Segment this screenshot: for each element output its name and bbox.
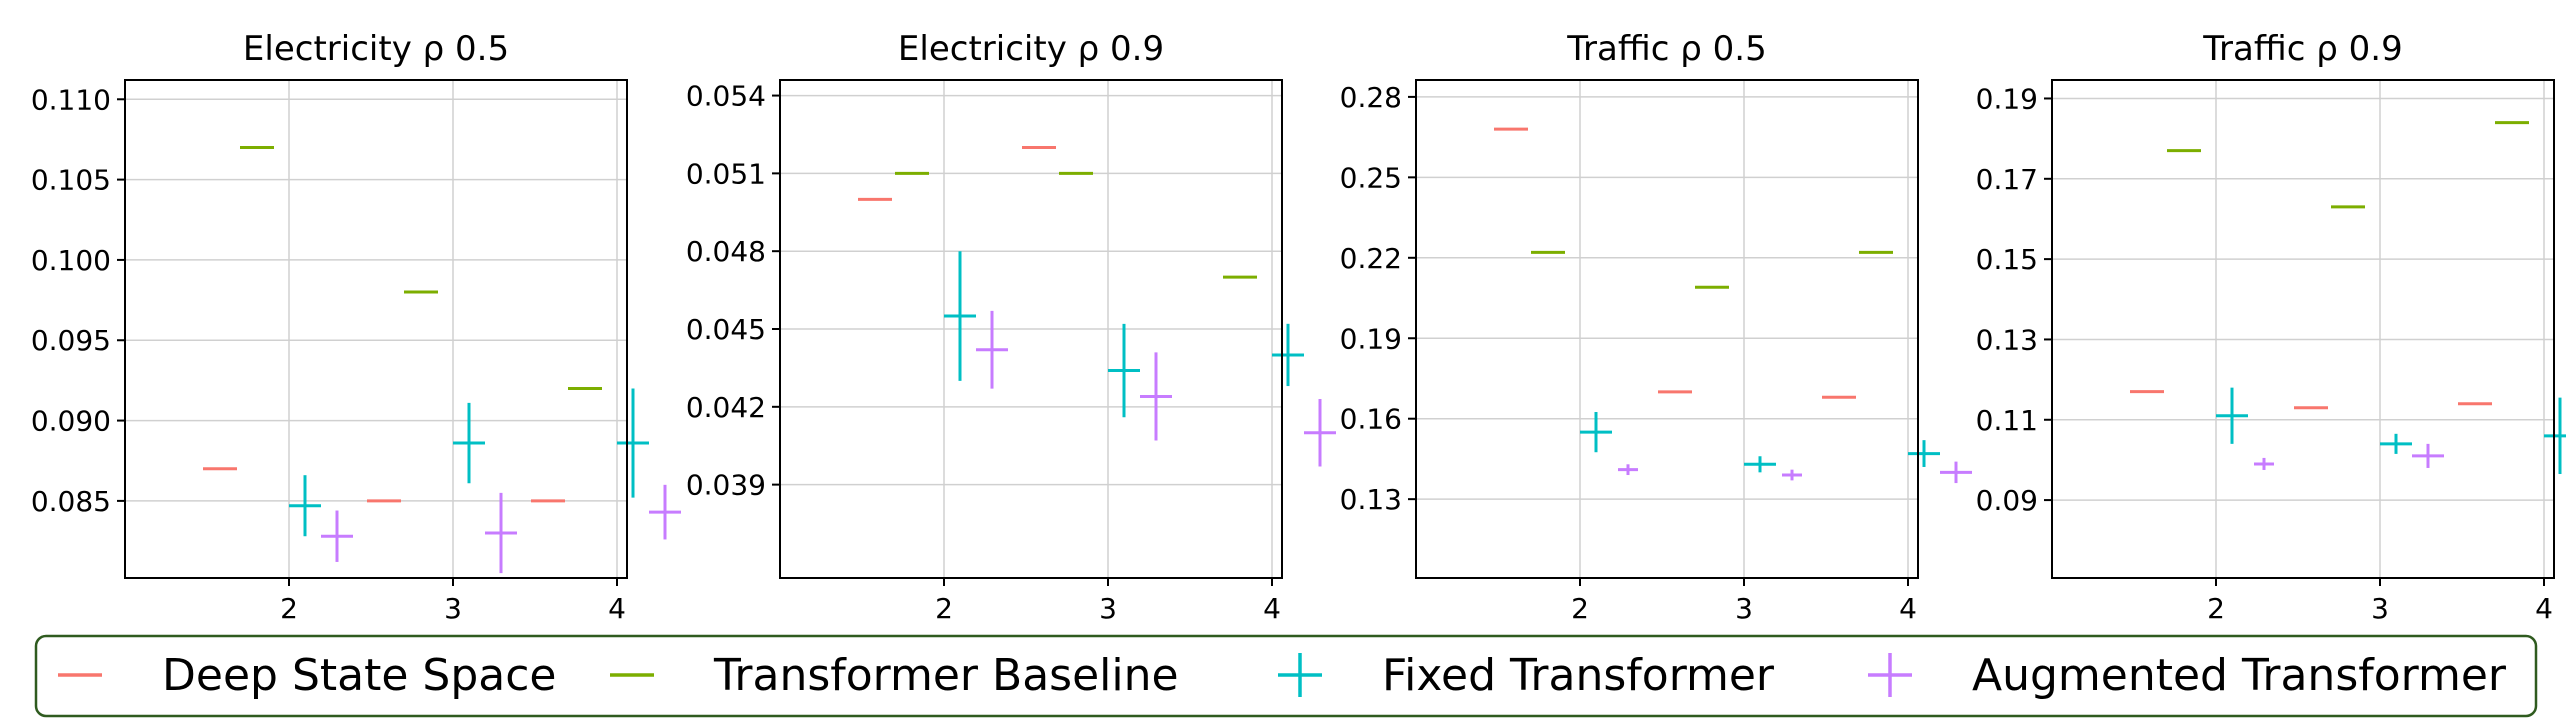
legend: Deep State Space Transformer Baseline Fixe… — [34, 634, 2538, 718]
y-tick-label: 0.054 — [686, 80, 766, 113]
legend-item-augmented-transformer: Augmented Transformer — [1868, 650, 2507, 701]
panel-title: Electricity ρ 0.5 — [243, 29, 509, 69]
point-fixed-transformer-4 — [2544, 397, 2566, 474]
point-augmented-transformer-4 — [1304, 399, 1336, 467]
legend-item-transformer-baseline: Transformer Baseline — [610, 650, 1179, 701]
point-augmented-transformer-4 — [1940, 461, 1972, 484]
panel-electricity-0-5: 0.085 0.090 0.095 0.100 0.105 0.110 2 3 4 Electri… — [31, 29, 681, 625]
y-tick-label: 0.085 — [31, 485, 111, 518]
y-tick-label: 0.25 — [1340, 161, 1402, 194]
y-tick-label: 0.110 — [31, 83, 111, 116]
point-augmented-transformer-3 — [1782, 469, 1802, 481]
x-tick-label: 2 — [280, 592, 298, 625]
x-tick-label: 4 — [608, 592, 626, 625]
point-augmented-transformer-2 — [976, 310, 1008, 389]
legend-label: Fixed Transformer — [1382, 650, 1775, 701]
x-tick-label: 3 — [1099, 592, 1117, 625]
legend-item-fixed-transformer: Fixed Transformer — [1278, 650, 1775, 701]
y-tick-label: 0.13 — [1976, 323, 2038, 356]
legend-label: Deep State Space — [162, 650, 556, 701]
panel-title: Traffic ρ 0.9 — [2202, 29, 2402, 69]
y-tick-label: 0.13 — [1340, 483, 1402, 516]
y-tick-label: 0.16 — [1340, 403, 1402, 436]
point-fixed-transformer-4 — [617, 388, 649, 498]
legend-label: Augmented Transformer — [1972, 650, 2507, 701]
y-tick-label: 0.105 — [31, 164, 111, 197]
x-tick-label: 4 — [1263, 592, 1281, 625]
point-fixed-transformer-3 — [1744, 456, 1776, 473]
x-tick-label: 2 — [2207, 592, 2225, 625]
point-augmented-transformer-3 — [2412, 443, 2444, 468]
point-augmented-transformer-3 — [485, 492, 517, 574]
plot-frame — [1415, 79, 1919, 579]
y-tick-label: 0.048 — [686, 235, 766, 268]
y-tick-label: 0.100 — [31, 244, 111, 277]
x-tick-label: 4 — [2535, 592, 2553, 625]
y-tick-label: 0.19 — [1976, 82, 2038, 115]
plot-frame — [2051, 79, 2555, 579]
point-fixed-transformer-3 — [453, 402, 485, 484]
y-tick-label: 0.28 — [1340, 81, 1402, 114]
legend-label: Transformer Baseline — [713, 650, 1179, 701]
legend-item-deep-state-space: Deep State Space — [58, 650, 556, 701]
x-tick-label: 3 — [1735, 592, 1753, 625]
point-fixed-transformer-2 — [944, 251, 976, 381]
point-fixed-transformer-3 — [1108, 323, 1140, 418]
point-fixed-transformer-2 — [289, 475, 321, 537]
point-augmented-transformer-2 — [321, 510, 353, 562]
x-tick-label: 3 — [444, 592, 462, 625]
panel-title: Traffic ρ 0.5 — [1566, 29, 1766, 69]
y-tick-label: 0.09 — [1976, 484, 2038, 517]
y-tick-label: 0.039 — [686, 469, 766, 502]
point-fixed-transformer-3 — [2380, 433, 2412, 454]
y-tick-label: 0.22 — [1340, 242, 1402, 275]
point-fixed-transformer-2 — [2216, 387, 2248, 444]
plot-frame — [124, 79, 628, 579]
y-tick-label: 0.095 — [31, 324, 111, 357]
panel-electricity-0-9: 0.039 0.042 0.045 0.048 0.051 0.054 2 3 4 Electri… — [686, 29, 1336, 625]
y-tick-label: 0.15 — [1976, 243, 2038, 276]
point-augmented-transformer-3 — [1140, 352, 1172, 441]
panel-traffic-0-5: 0.13 0.16 0.19 0.22 0.25 0.28 2 3 4 Traffic ρ 0.5 — [1340, 29, 1972, 625]
y-tick-label: 0.19 — [1340, 322, 1402, 355]
y-tick-label: 0.090 — [31, 405, 111, 438]
panel-traffic-0-9: 0.09 0.11 0.13 0.15 0.17 0.19 2 3 4 Traffic ρ 0.9 — [1976, 29, 2566, 625]
x-tick-label: 2 — [935, 592, 953, 625]
x-tick-label: 2 — [1571, 592, 1589, 625]
point-fixed-transformer-4 — [1908, 440, 1940, 467]
y-tick-label: 0.17 — [1976, 163, 2038, 196]
y-tick-label: 0.11 — [1976, 404, 2038, 437]
y-tick-label: 0.045 — [686, 313, 766, 346]
y-tick-label: 0.042 — [686, 391, 766, 424]
panel-title: Electricity ρ 0.9 — [898, 29, 1164, 69]
point-augmented-transformer-2 — [2254, 457, 2274, 470]
point-fixed-transformer-4 — [1272, 323, 1304, 387]
x-tick-label: 3 — [2371, 592, 2389, 625]
y-tick-label: 0.051 — [686, 157, 766, 190]
x-tick-label: 4 — [1899, 592, 1917, 625]
point-augmented-transformer-4 — [649, 484, 681, 540]
point-augmented-transformer-2 — [1618, 464, 1638, 476]
point-fixed-transformer-2 — [1580, 412, 1612, 453]
